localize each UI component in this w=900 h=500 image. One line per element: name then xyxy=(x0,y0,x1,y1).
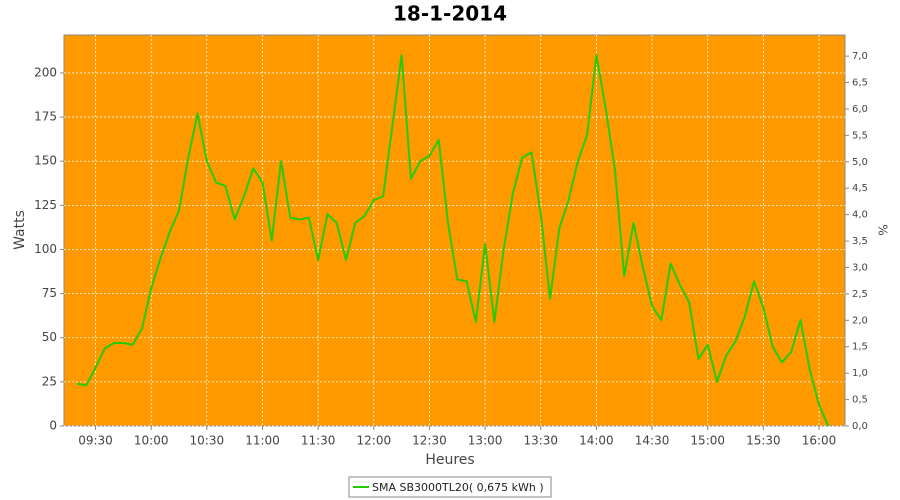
y2-tick-label: 6,0 xyxy=(852,104,868,115)
x-tick-label: 10:00 xyxy=(134,434,169,448)
y2-tick-label: 6,5 xyxy=(852,78,868,89)
y-tick-label: 0 xyxy=(49,419,57,433)
chart-title: 18-1-2014 xyxy=(393,2,507,26)
x-tick-label: 14:30 xyxy=(635,434,670,448)
y-tick-label: 75 xyxy=(42,286,57,300)
x-tick-label: 10:30 xyxy=(190,434,225,448)
y2-tick-label: 5,5 xyxy=(852,130,868,141)
x-tick-label: 12:00 xyxy=(357,434,392,448)
y2-tick-label: 7,0 xyxy=(852,51,868,62)
y-tick-label: 175 xyxy=(34,110,57,124)
legend-label: SMA SB3000TL20( 0,675 kWh ) xyxy=(372,481,544,494)
y-tick-label: 25 xyxy=(42,374,57,388)
y2-tick-label: 3,0 xyxy=(852,262,868,273)
x-tick-label: 11:30 xyxy=(301,434,336,448)
x-tick-label: 13:30 xyxy=(523,434,558,448)
y2-tick-label: 2,0 xyxy=(852,315,868,326)
x-tick-label: 15:00 xyxy=(690,434,725,448)
y2-tick-label: 0,0 xyxy=(852,421,868,432)
x-tick-label: 12:30 xyxy=(412,434,447,448)
y2-tick-label: 1,5 xyxy=(852,342,868,353)
x-axis-title: Heures xyxy=(425,452,474,468)
y-tick-label: 50 xyxy=(42,330,57,344)
x-tick-label: 13:00 xyxy=(468,434,503,448)
x-tick-label: 16:00 xyxy=(802,434,837,448)
y-tick-label: 125 xyxy=(34,198,57,212)
y2-tick-label: 4,5 xyxy=(852,183,868,194)
plot-area xyxy=(63,34,846,427)
y2-tick-label: 1,0 xyxy=(852,368,868,379)
series-line xyxy=(76,54,830,427)
y-tick-label: 150 xyxy=(34,154,57,168)
y2-tick-label: 4,0 xyxy=(852,210,868,221)
y2-tick-label: 3,5 xyxy=(852,236,868,247)
x-tick-label: 11:00 xyxy=(245,434,280,448)
x-tick-label: 09:30 xyxy=(78,434,113,448)
x-tick-label: 15:30 xyxy=(746,434,781,448)
y2-tick-label: 5,0 xyxy=(852,157,868,168)
y-axis-title: Watts xyxy=(12,210,28,250)
y-tick-label: 100 xyxy=(34,242,57,256)
y-tick-label: 200 xyxy=(34,65,57,79)
y2-tick-label: 2,5 xyxy=(852,289,868,300)
legend-box xyxy=(348,476,552,498)
y2-axis-title: % xyxy=(876,224,890,235)
y2-tick-label: 0,5 xyxy=(852,395,868,406)
x-tick-label: 14:00 xyxy=(579,434,614,448)
